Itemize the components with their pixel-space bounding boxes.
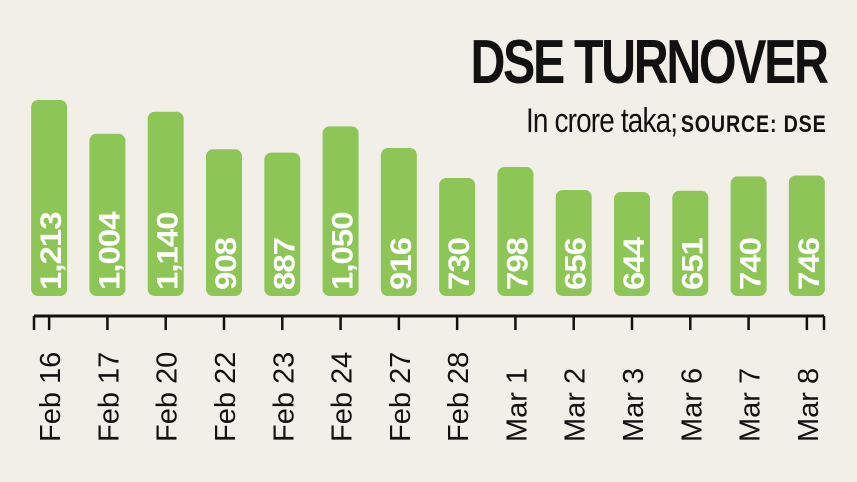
x-tick-label: Feb 28: [443, 352, 475, 442]
bar-value-label: 651: [676, 237, 709, 290]
bar: [31, 100, 68, 296]
bar-value-label: 916: [384, 237, 417, 290]
x-tick-label: Mar 6: [676, 368, 708, 442]
x-tick-label: Mar 2: [560, 368, 592, 442]
bar: [439, 178, 476, 296]
x-tick-label: Mar 3: [618, 368, 650, 442]
x-tick-label: Feb 22: [210, 352, 242, 442]
chart-subtitle: In crore taka; SOURCE: DSE: [526, 104, 827, 138]
bar-value-label: 798: [501, 237, 534, 290]
bar: [147, 111, 184, 296]
bar: [264, 152, 301, 296]
bar-value-label: 1,140: [151, 212, 184, 290]
x-tick-label: Feb 17: [93, 352, 125, 442]
x-tick-label: Feb 27: [385, 352, 417, 442]
x-tick-label: Mar 7: [735, 368, 767, 442]
bar: [497, 167, 534, 296]
bar-value-label: 1,213: [35, 212, 68, 290]
x-tick-label: Feb 20: [152, 352, 184, 442]
bar: [614, 191, 650, 296]
bar: [788, 175, 825, 296]
bar: [322, 126, 359, 296]
source-label: SOURCE: DSE: [681, 111, 827, 138]
x-tick-label: Feb 16: [35, 352, 67, 442]
bar-value-label: 908: [210, 237, 243, 290]
bar-value-label: 656: [559, 237, 592, 290]
bar: [672, 190, 709, 296]
bar: [730, 176, 767, 296]
bar: [555, 190, 592, 296]
bar: [380, 147, 417, 296]
x-tick-label: Mar 8: [793, 368, 825, 442]
bar-value-label: 1,004: [93, 211, 126, 290]
chart-title: DSE TURNOVER: [470, 28, 829, 97]
bar-value-label: 644: [618, 236, 651, 290]
bar-value-label: 746: [792, 237, 825, 290]
x-tick-label: Mar 1: [501, 368, 533, 442]
bar-value-label: 730: [443, 237, 476, 290]
unit-label: In crore taka;: [526, 102, 678, 140]
x-tick-label: Feb 23: [268, 352, 300, 442]
bar-value-label: 887: [268, 237, 301, 290]
bar: [89, 133, 126, 296]
bar-value-label: 1,050: [326, 212, 359, 290]
bar: [206, 149, 242, 296]
x-tick-label: Feb 24: [327, 352, 359, 442]
bar-value-label: 740: [734, 237, 767, 290]
